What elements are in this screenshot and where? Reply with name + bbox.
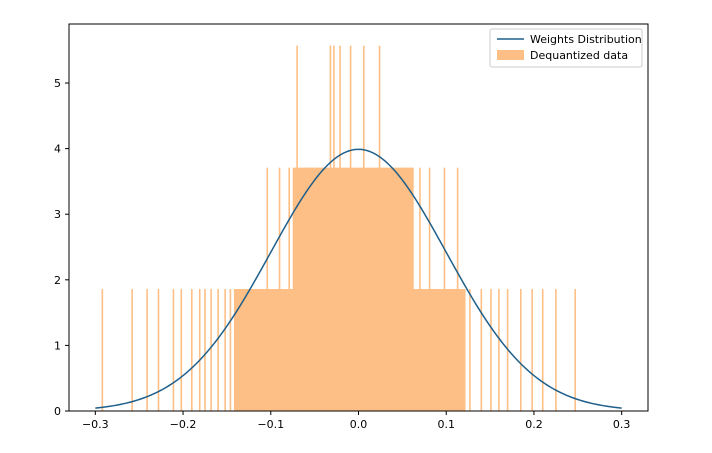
histogram-bar (210, 288, 212, 411)
histogram-bar (316, 167, 319, 411)
histogram-bar (217, 288, 219, 411)
histogram-bar (172, 288, 175, 411)
histogram-bar (574, 288, 576, 411)
histogram-bar (412, 167, 414, 411)
histogram-bar (498, 288, 500, 411)
histogram-bar (191, 288, 193, 411)
histogram-bar (349, 45, 352, 412)
histogram-bars (101, 45, 576, 412)
histogram-bar (405, 167, 408, 411)
histogram-bar (288, 167, 290, 411)
histogram-bar (306, 167, 309, 411)
histogram-bar (541, 288, 544, 411)
histogram-band-mid (292, 167, 413, 411)
x-tick-label: −0.1 (257, 418, 284, 431)
histogram-bar (419, 167, 421, 411)
histogram-bar (131, 288, 133, 411)
histogram-bar (229, 288, 232, 411)
histogram-bar (198, 288, 201, 411)
legend-label-dequantized-data: Dequantized data (530, 49, 628, 62)
histogram-bar (296, 45, 298, 412)
y-tick-label: 2 (54, 274, 61, 287)
histogram-bar (555, 288, 557, 411)
histogram-bar (224, 288, 226, 411)
legend-label-weights-distribution: Weights Distribution (530, 33, 642, 46)
histogram-bar (480, 288, 483, 411)
x-tick-label: 0.1 (437, 418, 455, 431)
weights-distribution-line (95, 148, 622, 409)
x-tick-label: 0.2 (525, 418, 543, 431)
histogram-bar (490, 288, 492, 411)
histogram-bar (339, 45, 341, 412)
x-tick-label: 0.0 (350, 418, 368, 431)
histogram-bar (378, 45, 381, 412)
x-axis-ticks: −0.3 −0.2 −0.1 0.0 0.1 0.2 0.3 (82, 411, 630, 431)
x-tick-label: −0.2 (170, 418, 197, 431)
histogram-bar (266, 167, 269, 411)
x-tick-label: −0.3 (82, 418, 109, 431)
legend-bar-swatch (497, 50, 524, 60)
y-tick-label: 4 (54, 143, 61, 156)
histogram-bar (157, 288, 160, 411)
y-tick-label: 3 (54, 208, 61, 221)
distribution-line-layer (95, 148, 622, 409)
histogram-bar (180, 288, 183, 411)
y-tick-label: 0 (54, 405, 61, 418)
histogram-bar (329, 45, 332, 412)
histogram-bar (146, 288, 148, 411)
legend: Weights Distribution Dequantized data (489, 28, 643, 68)
histogram-bar (443, 167, 446, 411)
histogram-bar (519, 288, 522, 411)
histogram-bar (333, 45, 335, 412)
histogram-bar (278, 167, 281, 411)
legend-box (489, 28, 643, 68)
histogram-bar (204, 288, 206, 411)
y-axis-ticks: 0 1 2 3 4 5 (54, 77, 69, 418)
histogram-bar (393, 167, 396, 411)
y-tick-label: 1 (54, 339, 61, 352)
x-tick-label: 0.3 (613, 418, 631, 431)
histogram-bar (101, 288, 104, 411)
histogram-bar (469, 288, 471, 411)
histogram-bar (428, 167, 431, 411)
histogram-bar (456, 167, 459, 411)
histogram-bar (362, 45, 365, 412)
y-tick-label: 5 (54, 77, 61, 90)
histogram-bar (531, 288, 533, 411)
